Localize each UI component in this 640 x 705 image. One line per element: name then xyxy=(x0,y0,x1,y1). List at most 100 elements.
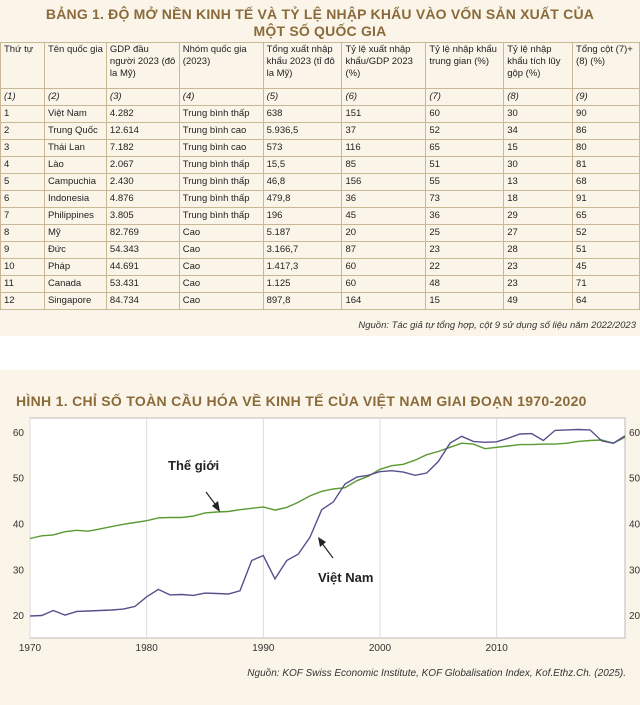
table-cell: 85 xyxy=(341,156,427,174)
column-header: Nhóm quốc gia (2023) xyxy=(178,42,264,89)
table-cell: 46,8 xyxy=(262,173,343,191)
table-cell: 196 xyxy=(262,207,343,225)
table-cell: 84.734 xyxy=(105,292,180,310)
table-cell: Đức xyxy=(43,241,107,259)
table-cell: 15 xyxy=(503,139,574,157)
y-tick-label-right: 30 xyxy=(629,565,640,576)
table-cell: 4.876 xyxy=(105,190,180,208)
table-cell: Cao xyxy=(178,241,264,259)
table-cell: Mỹ xyxy=(43,224,107,242)
table-cell: 7 xyxy=(0,207,45,225)
table-row: 3 Thái Lan 7.182 Trung bình cao 573 116 65 15 80 xyxy=(0,139,640,157)
y-tick-label: 20 xyxy=(13,611,25,622)
table-cell: Indonesia xyxy=(43,190,107,208)
table-row: 7 Philippines 3.805 Trung bình thấp 196 45 36 2… xyxy=(0,207,640,225)
table-row: 6 Indonesia 4.876 Trung bình thấp 479,8 36 73 1… xyxy=(0,190,640,208)
table-cell: Việt Nam xyxy=(43,105,107,123)
table-cell: 90 xyxy=(572,105,640,123)
table-cell: 82.769 xyxy=(105,224,180,242)
figure-source: Nguồn: KOF Swiss Economic Institute, KOF… xyxy=(247,668,626,679)
table-cell: 638 xyxy=(262,105,343,123)
table-cell: 60 xyxy=(425,105,505,123)
table-cell: Cao xyxy=(178,258,264,276)
table-cell: Cao xyxy=(178,292,264,310)
table-cell: 73 xyxy=(425,190,505,208)
table-cell: 3 xyxy=(0,139,45,157)
table-cell: 12 xyxy=(0,292,45,310)
table-cell: 45 xyxy=(341,207,427,225)
table-title-line1: BẢNG 1. ĐỘ MỞ NỀN KINH TẾ VÀ TỶ LỆ NHẬP … xyxy=(45,6,595,22)
table-cell: 5.936,5 xyxy=(262,122,343,140)
table-cell: 34 xyxy=(503,122,574,140)
table-cell: 18 xyxy=(503,190,574,208)
table-row: 1 Việt Nam 4.282 Trung bình thấp 638 151 60 30 9… xyxy=(0,105,640,123)
table-cell: Thái Lan xyxy=(43,139,107,157)
table-cell: 2.067 xyxy=(105,156,180,174)
table-cell: 15 xyxy=(425,292,505,310)
column-number-row: (1) (2) (3) (4) (5) (6) (7) (8) (9) xyxy=(0,88,640,106)
table-cell: 51 xyxy=(425,156,505,174)
table-cell: Trung bình cao xyxy=(178,122,264,140)
table-cell: 11 xyxy=(0,275,45,293)
table-cell: 49 xyxy=(503,292,574,310)
table-cell: 23 xyxy=(503,258,574,276)
table-cell: 897,8 xyxy=(262,292,343,310)
table-cell: 86 xyxy=(572,122,640,140)
column-header: Tổng cột (7)+(8) (%) xyxy=(572,42,640,89)
table-cell: 60 xyxy=(341,258,427,276)
table-cell: 15,5 xyxy=(262,156,343,174)
table-row: 9 Đức 54.343 Cao 3.166,7 87 23 28 51 xyxy=(0,241,640,259)
table-row: 12 Singapore 84.734 Cao 897,8 164 15 49 64 xyxy=(0,292,640,310)
table-cell: 25 xyxy=(425,224,505,242)
table-cell: 5.187 xyxy=(262,224,343,242)
annotation-world: Thế giới xyxy=(168,458,219,473)
table-cell: 573 xyxy=(262,139,343,157)
table-cell: 3.166,7 xyxy=(262,241,343,259)
table-cell: 116 xyxy=(341,139,427,157)
table-cell: 36 xyxy=(425,207,505,225)
table-cell: 28 xyxy=(503,241,574,259)
table-cell: Canada xyxy=(43,275,107,293)
table-cell: Lào xyxy=(43,156,107,174)
table-cell: 1.417,3 xyxy=(262,258,343,276)
y-tick-label: 40 xyxy=(13,519,25,530)
table-cell: 48 xyxy=(425,275,505,293)
x-tick-label: 1980 xyxy=(136,643,159,654)
table-cell: 10 xyxy=(0,258,45,276)
table-body: (1) (2) (3) (4) (5) (6) (7) (8) (9) 1 Việt Nam 4.28… xyxy=(0,88,640,310)
table-row: 5 Campuchia 2.430 Trung bình thấp 46,8 156 55 1… xyxy=(0,173,640,191)
column-number: (9) xyxy=(572,88,640,106)
table-cell: 2 xyxy=(0,122,45,140)
table-cell: 13 xyxy=(503,173,574,191)
column-header: Tên quốc gia xyxy=(43,42,107,89)
table-cell: 45 xyxy=(572,258,640,276)
x-tick-label: 2000 xyxy=(369,643,392,654)
table-cell: 80 xyxy=(572,139,640,157)
table-title: BẢNG 1. ĐỘ MỞ NỀN KINH TẾ VÀ TỶ LỆ NHẬP … xyxy=(0,0,640,40)
table-cell: 1.125 xyxy=(262,275,343,293)
table-cell: 164 xyxy=(341,292,427,310)
column-header: GDP đầu người 2023 (đô la Mỹ) xyxy=(105,42,180,89)
column-number: (6) xyxy=(341,88,427,106)
table-row: 10 Pháp 44.691 Cao 1.417,3 60 22 23 45 xyxy=(0,258,640,276)
series-line-world xyxy=(29,436,626,540)
y-tick-label-right: 60 xyxy=(629,428,640,439)
table-cell: Singapore xyxy=(43,292,107,310)
table-cell: 1 xyxy=(0,105,45,123)
column-number: (1) xyxy=(0,88,45,106)
table-cell: 54.343 xyxy=(105,241,180,259)
table-cell: 55 xyxy=(425,173,505,191)
table-cell: 30 xyxy=(503,156,574,174)
table-cell: 151 xyxy=(341,105,427,123)
table-cell: Pháp xyxy=(43,258,107,276)
table-cell: Trung bình thấp xyxy=(178,156,264,174)
chart-title: HÌNH 1. CHỈ SỐ TOÀN CẦU HÓA VỀ KINH TẾ C… xyxy=(16,393,587,409)
table-cell: 81 xyxy=(572,156,640,174)
series-line-vietnam xyxy=(29,428,626,617)
y-tick-label-right: 40 xyxy=(629,519,640,530)
x-tick-label: 2010 xyxy=(486,643,509,654)
y-tick-label: 60 xyxy=(13,428,25,439)
column-number: (7) xyxy=(425,88,505,106)
column-number: (4) xyxy=(178,88,264,106)
